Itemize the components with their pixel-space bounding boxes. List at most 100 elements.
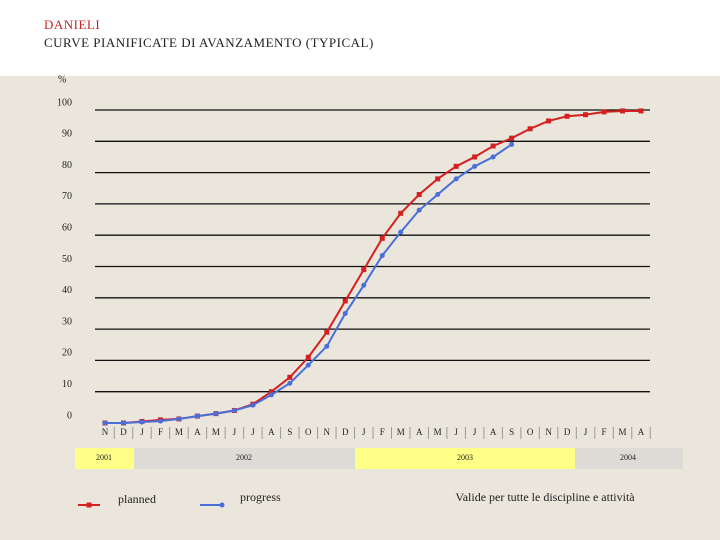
point	[620, 108, 626, 114]
point	[305, 354, 311, 360]
point	[509, 141, 515, 147]
point	[157, 418, 163, 424]
point	[342, 310, 348, 316]
y-tick-label: 10	[62, 379, 72, 390]
x-tick-label: J	[233, 427, 237, 437]
x-tick-label: N	[324, 427, 331, 437]
point	[583, 112, 589, 118]
x-tick-label: F	[158, 427, 163, 437]
header-band	[0, 0, 720, 76]
x-tick-label: S	[509, 427, 514, 437]
point	[287, 374, 293, 380]
x-tick-label: M	[434, 427, 442, 437]
point	[287, 380, 293, 386]
x-tick-label: M	[397, 427, 405, 437]
point	[102, 420, 108, 426]
point	[139, 419, 145, 425]
x-tick-label: J	[454, 427, 458, 437]
x-tick-label: A	[638, 427, 645, 437]
y-tick-label: 90	[62, 129, 72, 140]
point	[453, 176, 459, 182]
series-line	[105, 143, 513, 424]
year-band	[134, 448, 355, 469]
point	[342, 298, 348, 304]
point	[379, 235, 385, 241]
legend-label: progress	[240, 490, 281, 504]
year-band	[575, 448, 683, 469]
point	[361, 282, 367, 288]
point	[398, 210, 404, 216]
x-tick-label: J	[362, 427, 366, 437]
x-tick-label: O	[305, 427, 312, 437]
x-tick-label: D	[120, 427, 127, 437]
x-tick-label: S	[287, 427, 292, 437]
y-tick-label: 70	[62, 191, 72, 202]
point	[490, 154, 496, 160]
point	[176, 416, 182, 422]
x-tick-label: A	[194, 427, 201, 437]
note: Valide per tutte le discipline e attivit…	[455, 490, 635, 504]
point	[194, 413, 200, 419]
x-tick-label: F	[602, 427, 607, 437]
point	[416, 207, 422, 213]
legend-marker	[86, 502, 92, 508]
y-tick-label: 40	[62, 285, 72, 296]
year-label: 2001	[96, 453, 112, 462]
y-tick-label: 50	[62, 254, 72, 265]
point	[305, 362, 311, 368]
x-tick-label: M	[175, 427, 183, 437]
point	[120, 420, 126, 426]
point	[416, 192, 422, 198]
point	[435, 192, 441, 198]
y-tick-label: 0	[67, 410, 72, 421]
y-axis-label: %	[58, 74, 66, 85]
x-tick-label: J	[473, 427, 477, 437]
chart-brand: DANIELI	[44, 17, 100, 32]
year-band	[75, 448, 134, 469]
point	[268, 392, 274, 398]
point	[250, 402, 256, 408]
point	[472, 163, 478, 169]
point	[231, 407, 237, 413]
year-band	[355, 448, 575, 469]
point	[601, 109, 607, 115]
x-tick-label: J	[251, 427, 255, 437]
y-tick-label: 80	[62, 160, 72, 171]
point	[472, 154, 478, 160]
point	[268, 389, 274, 395]
x-tick-label: N	[102, 427, 109, 437]
y-tick-label: 20	[62, 348, 72, 359]
y-tick-label: 100	[57, 97, 72, 108]
chart-title: CURVE PIANIFICATE DI AVANZAMENTO (TYPICA…	[44, 35, 374, 50]
point	[564, 113, 570, 119]
year-label: 2003	[457, 453, 473, 462]
year-label: 2002	[236, 453, 252, 462]
point	[490, 143, 496, 149]
x-tick-label: D	[342, 427, 349, 437]
point	[546, 118, 552, 124]
y-tick-label: 30	[62, 316, 72, 327]
point	[213, 411, 219, 417]
point	[435, 176, 441, 182]
x-tick-label: M	[619, 427, 627, 437]
x-tick-label: M	[212, 427, 220, 437]
point	[324, 343, 330, 349]
x-tick-label: A	[416, 427, 423, 437]
point	[453, 163, 459, 169]
x-tick-label: J	[140, 427, 144, 437]
x-tick-label: A	[268, 427, 275, 437]
x-tick-label: F	[380, 427, 385, 437]
point	[638, 108, 644, 114]
point	[361, 267, 367, 273]
point	[379, 253, 385, 259]
year-label: 2004	[620, 453, 636, 462]
x-tick-label: O	[527, 427, 534, 437]
point	[324, 329, 330, 335]
legend-label: planned	[118, 492, 156, 506]
point	[398, 229, 404, 235]
point	[509, 135, 515, 141]
x-tick-label: N	[545, 427, 552, 437]
x-tick-label: A	[490, 427, 497, 437]
y-tick-label: 60	[62, 222, 72, 233]
